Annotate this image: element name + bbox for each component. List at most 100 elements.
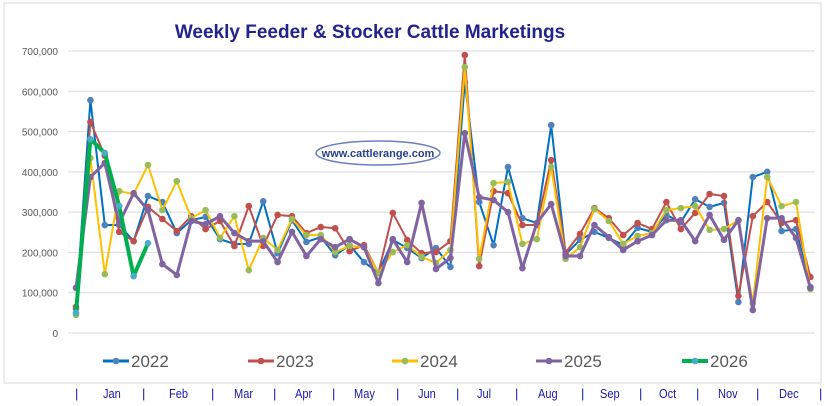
data-point-2025 [519, 264, 526, 272]
data-point-2025 [144, 206, 152, 214]
data-point-2024 [389, 248, 397, 256]
data-point-2022 [749, 173, 757, 181]
month-separator: | [142, 386, 146, 401]
month-separator: | [581, 386, 585, 401]
data-point-2023 [634, 219, 641, 227]
data-point-2023 [87, 118, 94, 126]
data-point-2023 [231, 242, 238, 250]
data-point-2025 [778, 214, 785, 222]
legend-marker [691, 357, 699, 365]
data-point-2023 [720, 192, 728, 200]
data-point-2025 [576, 252, 584, 260]
legend-marker [401, 357, 409, 365]
series-line-2025 [74, 131, 812, 312]
data-point-2025 [749, 306, 757, 314]
data-point-2024 [202, 206, 209, 214]
data-point-2022 [303, 238, 310, 246]
data-point-2024 [792, 198, 800, 206]
data-point-2024 [231, 212, 238, 220]
data-point-2023 [763, 198, 771, 206]
data-point-2024 [605, 217, 613, 225]
month-separator: | [456, 386, 460, 401]
month-separator: | [332, 386, 336, 401]
series-2026 [72, 135, 152, 317]
data-point-2025 [130, 189, 137, 197]
chart-frame [3, 2, 822, 384]
data-point-2025 [245, 237, 253, 245]
data-point-2023 [475, 262, 483, 270]
legend-item-2022: 2022 [103, 352, 169, 371]
data-point-2024 [720, 225, 728, 233]
data-point-2025 [346, 235, 353, 243]
month-separator: | [75, 386, 79, 401]
data-point-2022 [504, 163, 512, 171]
data-point-2026 [130, 272, 137, 280]
data-point-2025 [447, 254, 454, 262]
data-point-2025 [634, 237, 641, 245]
month-label: Feb [169, 386, 189, 401]
data-point-2025 [303, 252, 310, 260]
y-tick-label: 600,000 [22, 87, 59, 98]
y-tick-label: 400,000 [22, 168, 59, 179]
data-point-2024 [418, 253, 425, 261]
data-point-2024 [475, 255, 483, 263]
data-point-2023 [619, 231, 627, 239]
data-point-2025 [490, 196, 497, 204]
data-point-2023 [547, 156, 555, 164]
data-point-2022 [735, 298, 742, 306]
data-point-2024 [634, 232, 641, 240]
legend-marker [257, 357, 265, 365]
data-point-2025 [677, 216, 685, 224]
data-point-2023 [115, 228, 123, 236]
data-point-2025 [648, 231, 656, 239]
data-point-2022 [691, 195, 699, 203]
month-separator: | [756, 386, 760, 401]
data-point-2025 [360, 243, 368, 251]
data-point-2025 [792, 234, 800, 242]
legend-label: 2026 [710, 352, 748, 371]
legend-label: 2022 [131, 352, 169, 371]
data-point-2023 [317, 223, 325, 231]
data-point-2022 [101, 221, 109, 229]
data-point-2023 [403, 236, 411, 244]
legend-item-2025: 2025 [536, 352, 602, 371]
legend-marker [112, 357, 120, 365]
data-point-2025 [389, 235, 397, 243]
watermark-text: www.cattlerange.com [321, 148, 435, 160]
data-point-2025 [807, 284, 814, 292]
data-point-2023 [735, 292, 742, 300]
y-tick-label: 0 [52, 329, 58, 340]
legend-item-2026: 2026 [682, 352, 748, 371]
data-point-2025 [475, 193, 483, 201]
data-point-2025 [735, 216, 742, 224]
data-point-2025 [720, 236, 728, 244]
legend-marker [545, 357, 553, 365]
data-point-2025 [375, 279, 382, 287]
data-point-2024 [101, 270, 109, 278]
data-point-2024 [403, 241, 411, 249]
data-point-2025 [763, 214, 771, 222]
data-point-2025 [159, 260, 166, 268]
data-point-2022 [634, 224, 641, 232]
month-separator: | [211, 386, 215, 401]
data-point-2025 [202, 220, 209, 228]
data-point-2023 [159, 215, 166, 223]
data-point-2025 [403, 258, 411, 266]
data-point-2023 [691, 209, 699, 217]
month-separator: | [696, 386, 700, 401]
data-point-2023 [792, 216, 800, 224]
data-point-2023 [173, 227, 181, 235]
data-point-2023 [274, 211, 281, 219]
month-separator: | [819, 386, 823, 401]
data-point-2024 [159, 206, 166, 214]
data-point-2025 [591, 221, 598, 229]
data-point-2023 [389, 209, 397, 217]
data-point-2024 [519, 240, 526, 248]
data-point-2023 [130, 237, 137, 245]
chart-title: Weekly Feeder & Stocker Cattle Marketing… [175, 22, 565, 43]
data-point-2025 [706, 211, 713, 219]
data-point-2022 [475, 198, 483, 206]
data-point-2025 [504, 208, 512, 216]
data-point-2026 [115, 202, 123, 210]
